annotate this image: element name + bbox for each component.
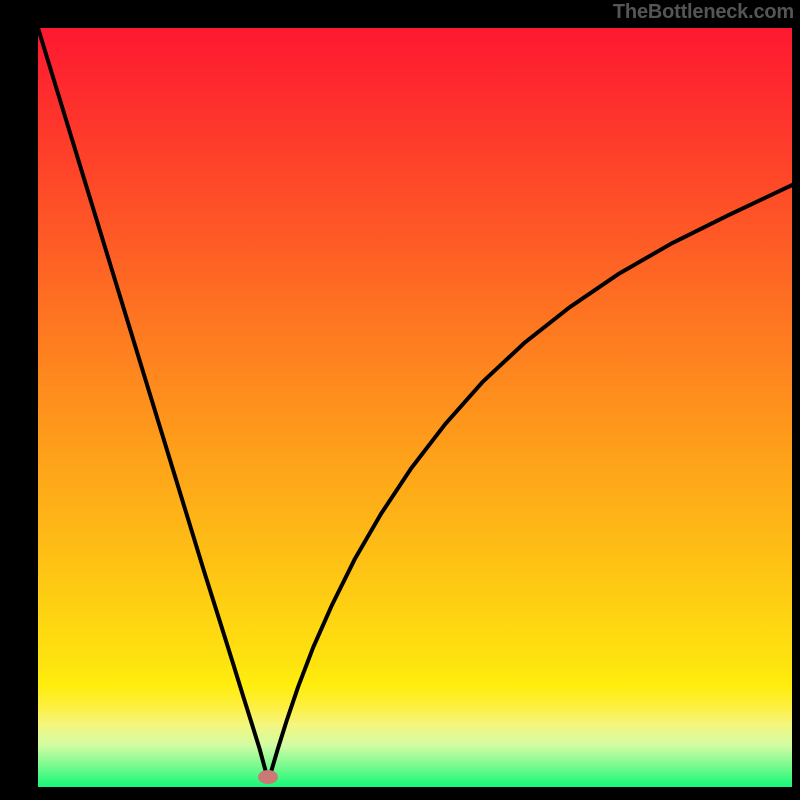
watermark-text: TheBottleneck.com <box>613 1 794 24</box>
plot-area <box>38 28 792 787</box>
chart-canvas: TheBottleneck.com <box>0 0 800 800</box>
min-marker <box>258 770 278 784</box>
